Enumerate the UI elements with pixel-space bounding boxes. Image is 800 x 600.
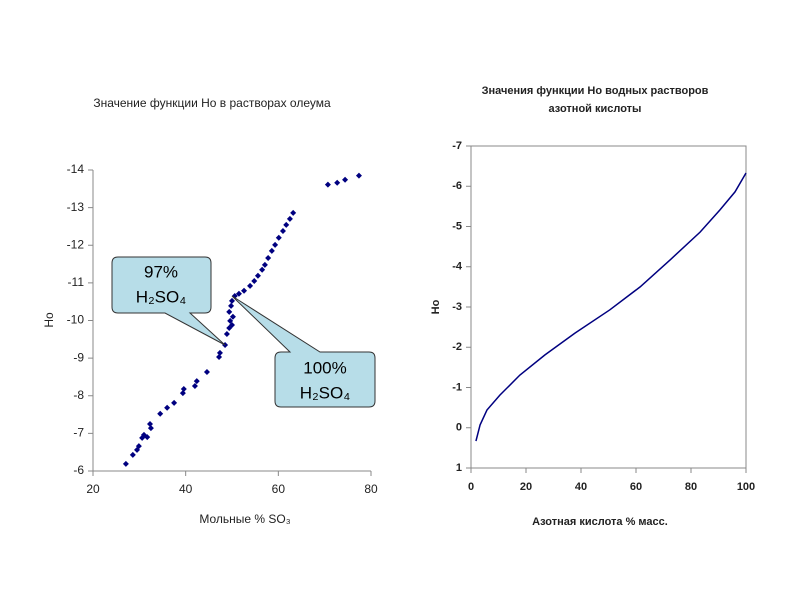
callout-text: H₂SO₄ [300,383,350,402]
y-tick-label: -7 [73,426,84,440]
y-tick-label: -14 [67,162,85,176]
point [324,181,331,188]
point [216,349,223,356]
point [229,313,236,320]
point [203,369,210,376]
plot: -6 -7 -8 -9 -10 -11 -12 -13 -14 20 40 60 80 [67,162,378,496]
y-tick-label: -12 [67,237,85,251]
point [241,287,248,294]
y-tick-label: -10 [67,313,85,327]
point [223,331,230,338]
y-tick-label: -2 [452,341,462,353]
point [180,385,187,392]
point [251,277,258,284]
point [259,266,266,273]
point [247,282,254,289]
point [265,255,272,262]
point [334,179,341,186]
callouts: 97% H₂SO₄ 100% H₂SO₄ [111,256,376,408]
plot: 10-1-2-3-4-5-6-70 20 40 60 80 100 [452,140,755,493]
point [179,390,186,397]
callout-box [231,295,376,408]
callout-text: 100% [303,358,346,377]
point [261,261,268,268]
callout-text: 97% [144,262,178,281]
x-axis-label: Азотная кислота % масс. [532,516,668,528]
callout-box [111,256,226,346]
point [216,353,223,360]
point [228,302,235,309]
point [226,308,233,315]
x-tick-label: 40 [179,482,193,496]
point [157,410,164,417]
y-axis-label: Но [42,312,56,328]
x-tick-label: 20 [520,481,532,493]
y-axis-label: Но [430,299,442,314]
x-tick-label: 100 [737,481,755,493]
x-tick-label: 80 [364,482,378,496]
point [191,382,198,389]
x-tick-label: 60 [272,482,286,496]
y-tick-label: -9 [73,350,84,364]
point [275,234,282,241]
point [135,443,142,450]
point [235,290,242,297]
y-tick-label: -8 [73,388,84,402]
x-tick-label: 20 [86,482,100,496]
chart-title: азотной кислоты [549,103,642,115]
y-tick-label: -13 [67,200,85,214]
y-tick-label: -6 [73,463,84,477]
y-tick-label: -6 [452,180,462,192]
point [122,460,129,467]
point [290,209,297,216]
point [129,451,136,458]
y-tick-label: 0 [456,422,462,434]
y-tick-label: -11 [68,275,85,289]
line [475,172,747,442]
point [268,247,275,254]
point [193,378,200,385]
x-tick-label: 40 [575,481,587,493]
point [229,297,235,304]
point [279,227,286,234]
callout-text: H₂SO₄ [136,287,186,306]
point [146,420,153,427]
x-tick-label: 0 [468,481,474,493]
point [227,317,234,324]
point [286,215,293,222]
point [144,434,151,441]
point [355,172,362,179]
point [164,404,171,411]
y-tick-label: -5 [452,220,462,232]
y-tick-label: -7 [452,140,462,152]
point [283,221,290,228]
y-tick-label: 1 [456,462,462,474]
x-tick-label: 60 [630,481,642,493]
point [342,176,349,183]
x-axis-label: Мольные % SO₃ [199,512,290,526]
point [147,425,154,432]
x-tick-label: 80 [685,481,697,493]
chart-title: Значения функции Но водных растворов [482,85,709,97]
point [272,241,279,248]
y-tick-label: -1 [452,381,462,393]
y-tick-label: -4 [452,261,463,273]
y-tick-label: -3 [452,301,462,313]
point [171,399,178,406]
chart-title: Значение функции Но в растворах олеума [93,96,331,110]
point [254,272,261,279]
